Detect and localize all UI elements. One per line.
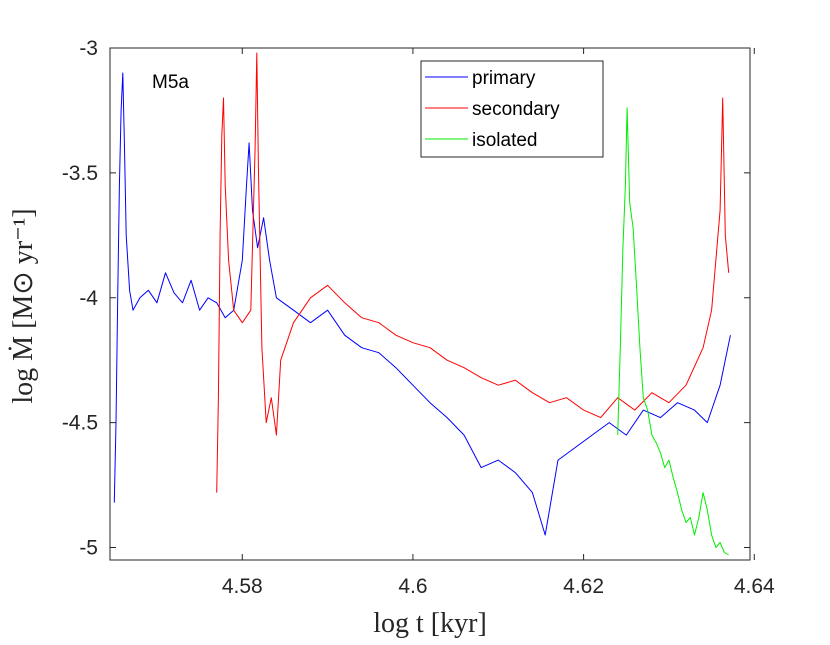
series-line-secondary bbox=[216, 52, 730, 493]
x-axis-label: log t [kyr] bbox=[373, 608, 487, 639]
series-line-primary bbox=[113, 72, 731, 536]
series-layer bbox=[113, 52, 731, 556]
x-tick-label: 4.58 bbox=[222, 575, 263, 598]
series-line-isolated bbox=[617, 107, 729, 556]
y-tick-label: -4.5 bbox=[62, 412, 98, 435]
y-tick-label: -4 bbox=[79, 287, 98, 310]
annotation-label: M5a bbox=[152, 72, 189, 93]
legend-label-primary: primary bbox=[472, 68, 536, 89]
legend: primary secondary isolated bbox=[420, 60, 604, 158]
y-axis-label: log Ṁ [M⊙ yr⁻¹] bbox=[8, 208, 39, 403]
axes-layer bbox=[109, 47, 751, 561]
ticks-layer: 4.58 4.6 4.62 4.64 -3 -3.5 -4 -4.5 -5 bbox=[62, 37, 775, 598]
y-tick-label: -3.5 bbox=[62, 162, 98, 185]
x-tick-label: 4.64 bbox=[734, 575, 775, 598]
legend-label-secondary: secondary bbox=[472, 99, 560, 120]
axes-box bbox=[109, 47, 751, 561]
x-tick-label: 4.6 bbox=[398, 575, 427, 598]
legend-label-isolated: isolated bbox=[472, 130, 538, 151]
y-tick-label: -5 bbox=[79, 537, 98, 560]
y-tick-label: -3 bbox=[79, 37, 98, 60]
x-tick-label: 4.62 bbox=[563, 575, 604, 598]
